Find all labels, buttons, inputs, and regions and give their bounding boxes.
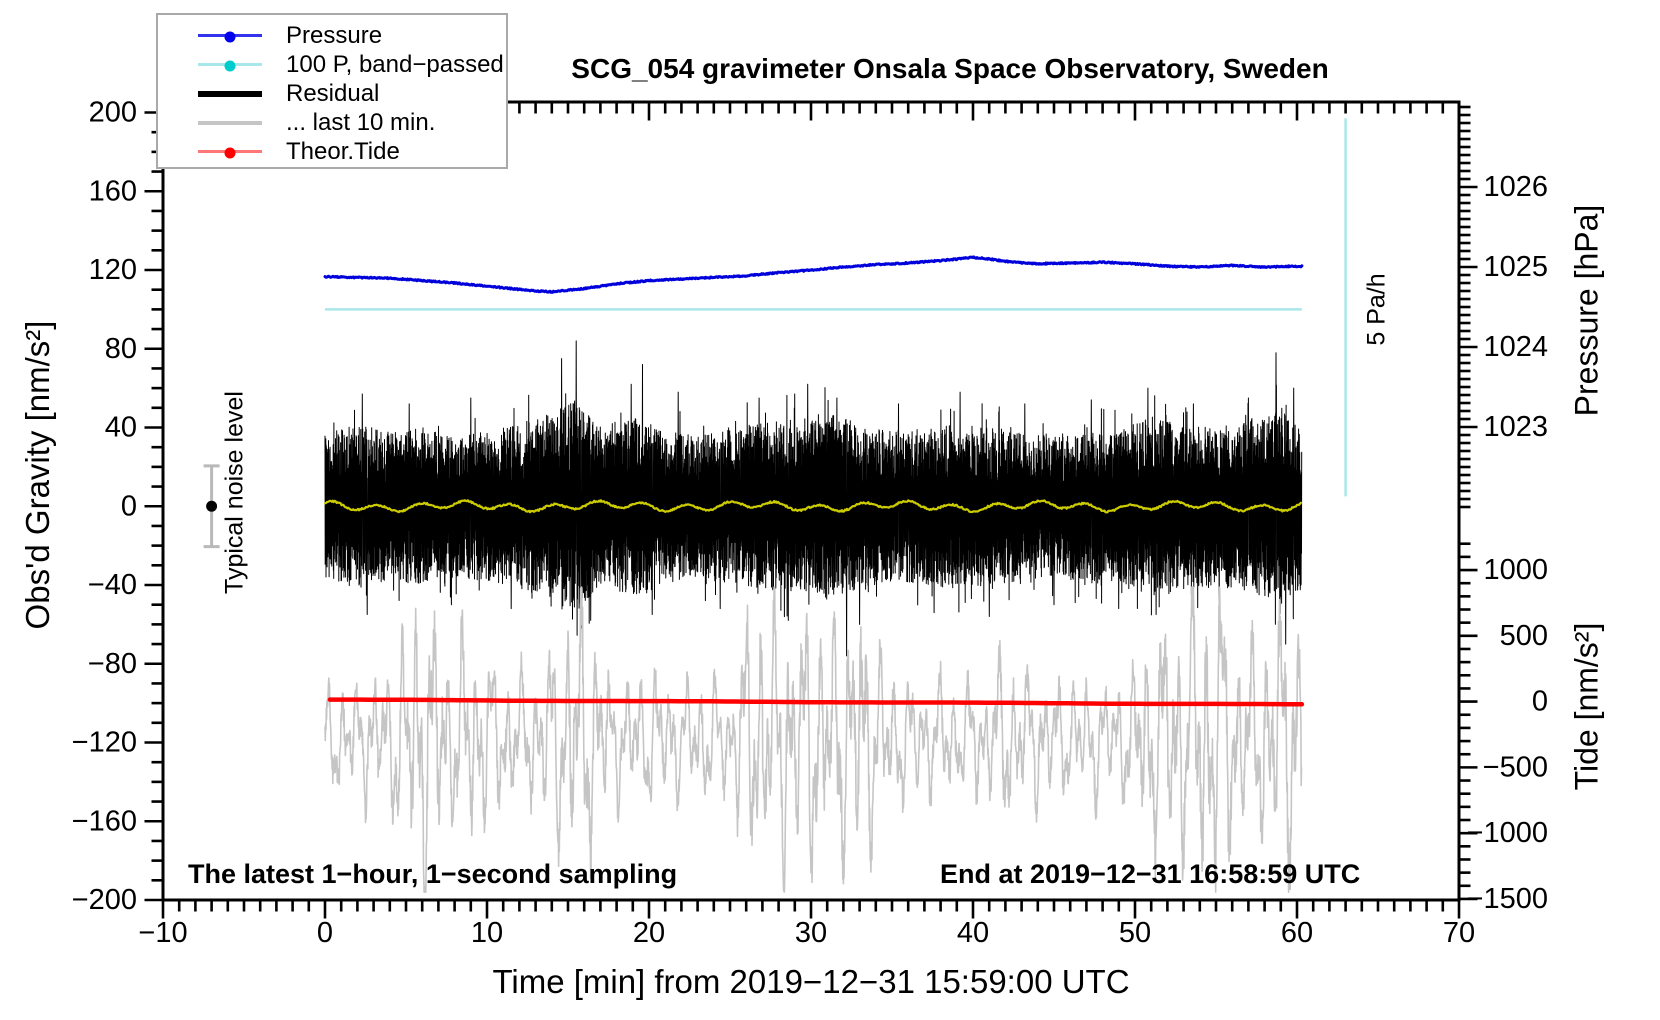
- legend-line-sample: [198, 90, 262, 97]
- series-residual-smoothed: [323, 499, 1302, 514]
- tick-label: 1024: [1483, 331, 1548, 363]
- end-time-annotation: End at 2019−12−31 16:58:59 UTC: [940, 859, 1361, 889]
- legend-label: Residual: [286, 79, 380, 107]
- tick-label: 200: [89, 97, 137, 129]
- tick-label: 70: [1443, 917, 1475, 949]
- y-axis-label-pressure: Pressure [hPa]: [1568, 204, 1605, 417]
- legend: Pressure 100 P, band−passed Residual... la…: [156, 13, 508, 169]
- tick-label: −160: [72, 805, 137, 837]
- tick-label: 50: [1119, 917, 1151, 949]
- tick-label: −10: [138, 917, 187, 949]
- tick-label: 1000: [1483, 554, 1548, 586]
- legend-dot: [224, 147, 236, 159]
- tick-label: 40: [957, 917, 989, 949]
- tick-label: 30: [795, 917, 827, 949]
- series-residual: [324, 340, 1303, 657]
- chart-title: SCG_054 gravimeter Onsala Space Observat…: [571, 53, 1329, 84]
- tick-label: −1000: [1467, 817, 1548, 849]
- tick-label: 1025: [1483, 251, 1548, 283]
- legend-entry-3: ... last 10 min.: [158, 108, 506, 137]
- legend-dot: [224, 60, 236, 72]
- y-axis-label-gravity: Obs'd Gravity [nm/s²]: [19, 320, 56, 630]
- tick-label: −200: [72, 884, 137, 916]
- legend-label: 100 P, band−passed: [286, 50, 504, 78]
- tick-label: 40: [105, 412, 137, 444]
- legend-label: ... last 10 min.: [286, 108, 436, 136]
- tick-label: 80: [105, 333, 137, 365]
- legend-dot: [224, 31, 236, 43]
- noise-level-dot: [206, 500, 218, 512]
- tick-label: −500: [1483, 751, 1548, 783]
- tick-label: 10: [471, 917, 503, 949]
- series-last10min: [324, 586, 1303, 893]
- y-axis-label-tide: Tide [nm/s²]: [1568, 622, 1605, 791]
- legend-line-sample: [198, 60, 262, 72]
- legend-line-sample: [198, 31, 262, 43]
- series-theor-tide: [327, 697, 1305, 707]
- tick-label: 1023: [1483, 411, 1548, 443]
- legend-line-sample: [198, 120, 262, 125]
- tick-label: 0: [1532, 686, 1548, 718]
- tick-label: 160: [89, 175, 137, 207]
- tick-label: −120: [72, 727, 137, 759]
- tick-label: −40: [88, 569, 137, 601]
- tick-label: 20: [633, 917, 665, 949]
- legend-entry-0: Pressure: [158, 21, 506, 50]
- tick-label: 60: [1281, 917, 1313, 949]
- legend-label: Pressure: [286, 21, 383, 49]
- legend-entry-4: Theor.Tide: [158, 137, 506, 166]
- legend-entry-1: 100 P, band−passed: [158, 50, 506, 79]
- noise-level-label: Typical noise level: [220, 391, 249, 594]
- tick-label: 120: [89, 254, 137, 286]
- legend-line-sample: [198, 147, 262, 159]
- plot-frame: [161, 100, 1461, 902]
- tick-label: −1500: [1467, 883, 1548, 915]
- x-axis-label: Time [min] from 2019−12−31 15:59:00 UTC: [492, 963, 1130, 1000]
- tick-label: 1026: [1483, 171, 1548, 203]
- tick-label: −80: [88, 648, 137, 680]
- legend-label: Theor.Tide: [286, 137, 400, 165]
- series-pressure: [323, 255, 1304, 294]
- tick-label: 500: [1500, 620, 1548, 652]
- sampling-annotation: The latest 1−hour, 1−second sampling: [188, 859, 678, 889]
- legend-entry-2: Residual: [158, 79, 506, 108]
- tick-label: 0: [121, 490, 137, 522]
- tick-label: 0: [317, 917, 333, 949]
- pressure-rate-label: 5 Pa/h: [1362, 273, 1391, 346]
